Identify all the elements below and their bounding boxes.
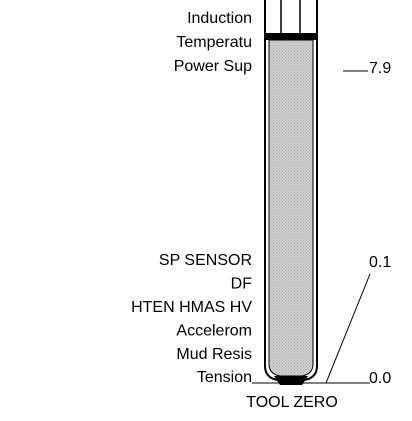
sensor-label: SP SENSOR: [159, 252, 252, 269]
depth-label: 7.9: [369, 60, 391, 77]
depth-label: 0.1: [369, 254, 391, 271]
sensor-label: Power Sup: [174, 58, 252, 75]
tool-zero-label: TOOL ZERO: [246, 394, 338, 411]
sensor-label: Tension: [197, 369, 252, 386]
labels: Induction Temperatu Power Sup SP SENSOR DF HT…: [131, 10, 252, 386]
sensor-label: DF: [231, 276, 253, 293]
depth-label: 0.0: [369, 370, 391, 387]
sensor-label: Induction: [187, 10, 252, 27]
sensor-label: HTEN HMAS HV: [131, 299, 252, 316]
sensor-label: Accelerom: [176, 322, 252, 339]
tool-body: [264, 0, 318, 385]
sensor-label: Mud Resis: [176, 346, 252, 363]
depth-line: [325, 273, 371, 384]
sensor-label: Temperatu: [176, 34, 252, 51]
